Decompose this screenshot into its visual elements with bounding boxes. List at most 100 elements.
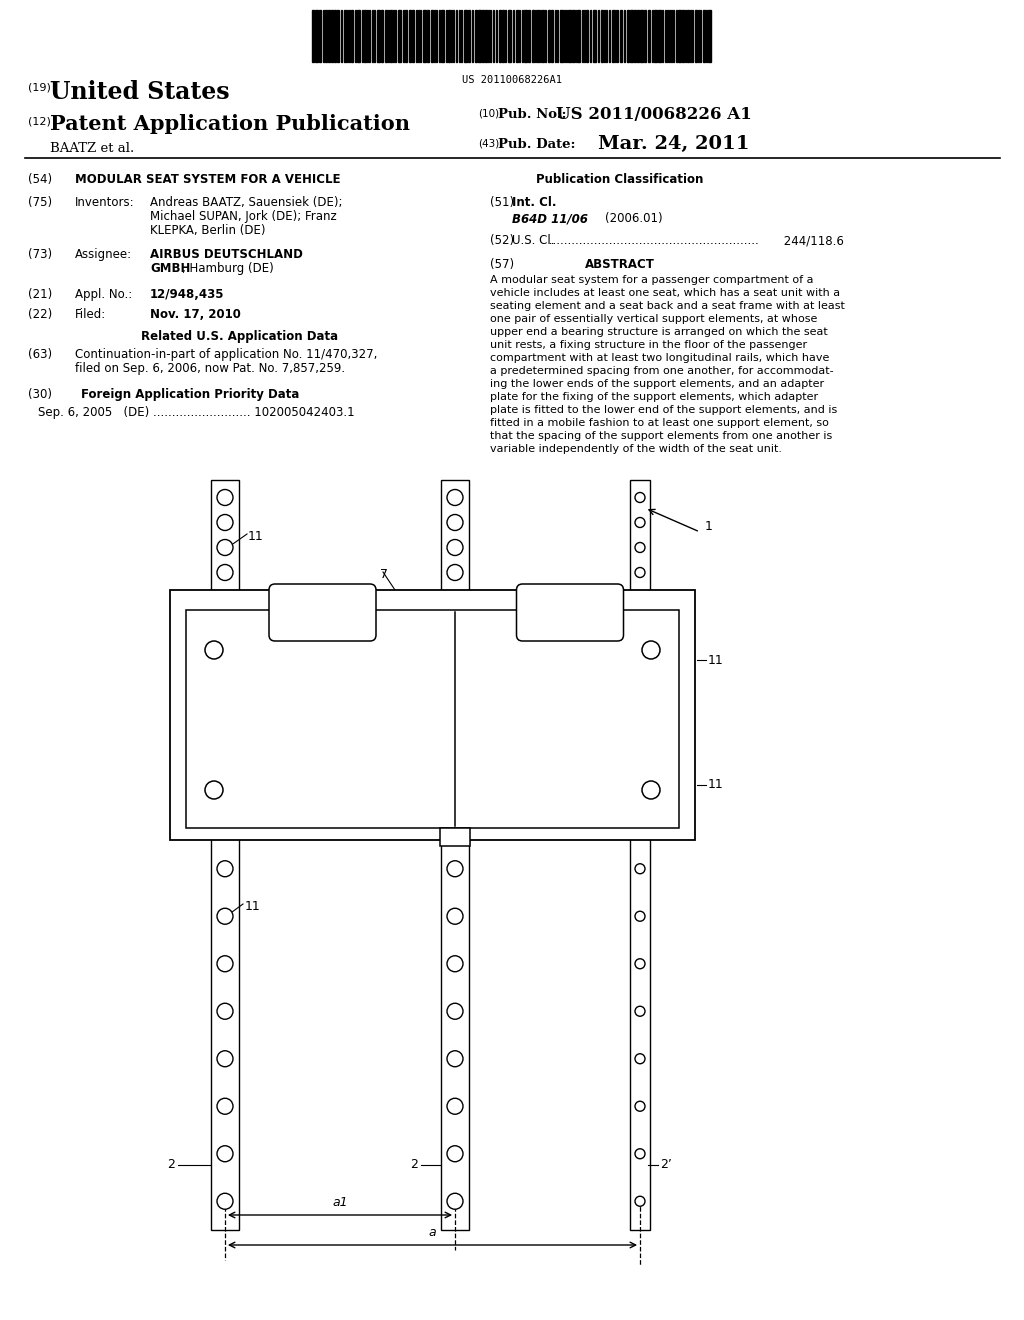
Text: 1: 1 (705, 520, 713, 533)
Bar (560, 11, 563, 62)
Text: A modular seat system for a passenger compartment of a: A modular seat system for a passenger co… (490, 275, 813, 285)
Text: 244/118.6: 244/118.6 (780, 234, 844, 247)
Circle shape (447, 1098, 463, 1114)
Bar (695, 11, 697, 62)
Bar (678, 11, 681, 62)
Text: 2’: 2’ (660, 1159, 672, 1172)
Text: that the spacing of the support elements from one another is: that the spacing of the support elements… (490, 432, 833, 441)
Text: (57): (57) (490, 257, 514, 271)
Circle shape (635, 1006, 645, 1016)
Text: Michael SUPAN, Jork (DE); Franz: Michael SUPAN, Jork (DE); Franz (150, 210, 337, 223)
Bar (548, 11, 550, 62)
Circle shape (642, 642, 660, 659)
Bar (708, 11, 711, 62)
Text: (22): (22) (28, 308, 52, 321)
Text: plate is fitted to the lower end of the support elements, and is: plate is fitted to the lower end of the … (490, 405, 838, 414)
Bar (337, 11, 339, 62)
Bar (644, 11, 646, 62)
Bar (516, 11, 518, 62)
Circle shape (635, 958, 645, 969)
Text: 2: 2 (167, 1159, 175, 1172)
Text: plate for the fixing of the support elements, which adapter: plate for the fixing of the support elem… (490, 392, 818, 403)
Bar (364, 11, 366, 62)
Circle shape (642, 781, 660, 799)
Bar (409, 11, 411, 62)
Text: (51): (51) (490, 195, 514, 209)
Bar (612, 11, 614, 62)
Text: Related U.S. Application Data: Related U.S. Application Data (141, 330, 339, 343)
Bar (344, 11, 346, 62)
Text: (10): (10) (478, 108, 499, 117)
Text: 2: 2 (411, 1159, 418, 1172)
Text: a: a (429, 1226, 436, 1239)
Text: United States: United States (50, 81, 229, 104)
Text: US 20110068226A1: US 20110068226A1 (462, 75, 562, 84)
Circle shape (217, 490, 233, 506)
Text: Appl. No.:: Appl. No.: (75, 288, 132, 301)
Bar (485, 11, 487, 62)
Bar (449, 11, 450, 62)
Circle shape (217, 956, 233, 972)
Text: 11: 11 (248, 531, 264, 543)
Circle shape (447, 1051, 463, 1067)
Text: variable independently of the width of the seat unit.: variable independently of the width of t… (490, 444, 782, 454)
Bar (593, 11, 596, 62)
Circle shape (635, 568, 645, 578)
Circle shape (217, 540, 233, 556)
Bar (630, 480, 650, 1230)
Text: 11: 11 (245, 900, 261, 913)
Text: Patent Application Publication: Patent Application Publication (50, 114, 410, 135)
Bar (325, 11, 327, 62)
Bar (377, 11, 380, 62)
Text: (2006.01): (2006.01) (605, 213, 663, 224)
Bar (630, 11, 633, 62)
Circle shape (635, 492, 645, 503)
Text: unit rests, a fixing structure in the floor of the passenger: unit rests, a fixing structure in the fl… (490, 341, 807, 350)
Text: 11: 11 (708, 653, 724, 667)
Bar (406, 11, 407, 62)
Bar (640, 11, 643, 62)
Bar (328, 11, 330, 62)
Text: MODULAR SEAT SYSTEM FOR A VEHICLE: MODULAR SEAT SYSTEM FOR A VEHICLE (75, 173, 341, 186)
Bar (572, 11, 574, 62)
Circle shape (447, 1146, 463, 1162)
Text: Inventors:: Inventors: (75, 195, 134, 209)
Text: (19): (19) (28, 82, 51, 92)
Text: Nov. 17, 2010: Nov. 17, 2010 (150, 308, 241, 321)
Circle shape (635, 1053, 645, 1064)
Bar (211, 480, 239, 1230)
Bar (654, 11, 657, 62)
Bar (170, 590, 695, 840)
Bar (440, 828, 470, 846)
Bar (568, 11, 571, 62)
Bar (390, 11, 392, 62)
Bar (482, 11, 484, 62)
Circle shape (635, 1196, 645, 1206)
Text: 12/948,435: 12/948,435 (150, 288, 224, 301)
Bar (312, 11, 314, 62)
Text: seating element and a seat back and a seat frame with at least: seating element and a seat back and a se… (490, 301, 845, 312)
Text: (63): (63) (28, 348, 52, 360)
Circle shape (447, 1003, 463, 1019)
Text: (52): (52) (490, 234, 514, 247)
Bar (524, 11, 527, 62)
Bar (648, 11, 650, 62)
Bar (508, 11, 511, 62)
Bar (441, 480, 469, 1230)
Text: AIRBUS DEUTSCHLAND: AIRBUS DEUTSCHLAND (150, 248, 303, 261)
Text: GMBH: GMBH (150, 261, 190, 275)
Text: , Hamburg (DE): , Hamburg (DE) (182, 261, 273, 275)
Text: US 2011/0068226 A1: US 2011/0068226 A1 (556, 106, 752, 123)
Text: ing the lower ends of the support elements, and an adapter: ing the lower ends of the support elemen… (490, 379, 824, 389)
Text: Continuation-in-part of application No. 11/470,327,: Continuation-in-part of application No. … (75, 348, 378, 360)
Bar (475, 11, 477, 62)
Bar (412, 11, 414, 62)
Bar (441, 11, 444, 62)
Bar (682, 11, 684, 62)
Circle shape (217, 1098, 233, 1114)
Circle shape (447, 908, 463, 924)
Text: (30): (30) (28, 388, 52, 401)
Circle shape (217, 1193, 233, 1209)
Text: a predetermined spacing from one another, for accommodat-: a predetermined spacing from one another… (490, 366, 834, 376)
Bar (427, 11, 429, 62)
